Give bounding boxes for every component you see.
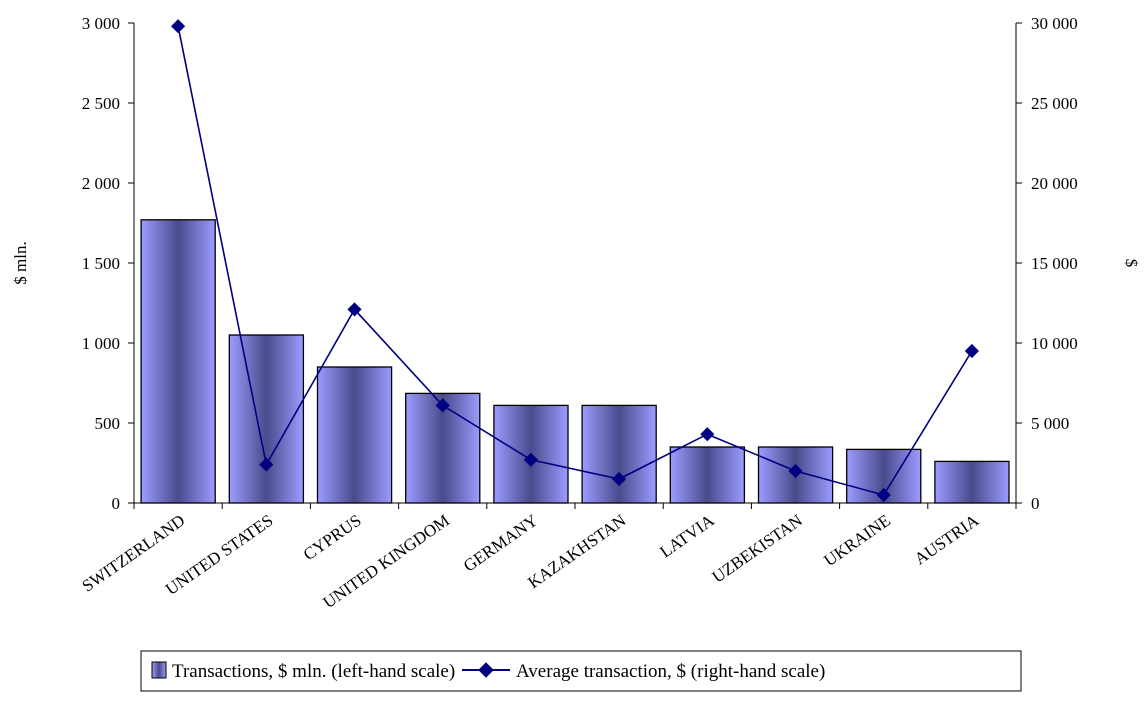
right-axis-title: $ bbox=[1122, 259, 1141, 268]
average-transaction-point-uzbekistan bbox=[788, 463, 803, 479]
legend-frame bbox=[140, 650, 1022, 692]
bar-kazakhstan bbox=[581, 404, 657, 504]
average-transaction-point-germany bbox=[523, 452, 538, 467]
axes-layer bbox=[128, 22, 1022, 509]
bar-united-states bbox=[228, 334, 305, 504]
left-tick-label: 3 000 bbox=[82, 14, 120, 33]
labels-layer: 0 500 1 000 1 500 2 000 2 500 3 000 0 5 000 10 00… bbox=[78, 14, 1077, 612]
category-label-latvia: LATVIA bbox=[656, 510, 718, 561]
right-tick-label: 5 000 bbox=[1031, 414, 1069, 433]
bars-layer bbox=[140, 219, 1010, 504]
average-transaction-line bbox=[177, 26, 973, 496]
average-transaction-point-kazakhstan bbox=[612, 471, 627, 487]
average-transaction-point-united-kingdom bbox=[435, 398, 450, 413]
category-label-kazakhstan: KAZAKHSTAN bbox=[524, 511, 629, 592]
legend-line-label: Average transaction, $ (right-hand scale… bbox=[516, 661, 825, 682]
category-label-cyprus: CYPRUS bbox=[300, 511, 365, 565]
average-transaction-point-united-states bbox=[259, 457, 274, 472]
left-axis-title: $ mln. bbox=[11, 241, 30, 284]
average-transaction-point-switzerland bbox=[171, 19, 186, 34]
average-transaction-point-austria bbox=[964, 343, 979, 359]
right-tick-label: 20 000 bbox=[1031, 174, 1078, 193]
left-tick-label: 2 500 bbox=[82, 94, 120, 113]
bar-latvia bbox=[669, 446, 746, 504]
right-tick-label: 0 bbox=[1031, 494, 1040, 513]
category-label-ukraine: UKRAINE bbox=[820, 511, 894, 570]
right-tick-label: 25 000 bbox=[1031, 94, 1078, 113]
average-transaction-point-ukraine bbox=[876, 487, 891, 503]
average-transaction-point-cyprus bbox=[347, 302, 362, 317]
average-transaction-point-latvia bbox=[700, 427, 715, 442]
left-tick-label: 1 500 bbox=[82, 254, 120, 273]
category-label-austria: AUSTRIA bbox=[911, 510, 983, 568]
legend-bar-swatch bbox=[151, 661, 167, 679]
left-tick-label: 1 000 bbox=[82, 334, 120, 353]
left-tick-label: 2 000 bbox=[82, 174, 120, 193]
bar-cyprus bbox=[316, 366, 393, 504]
category-label-germany: GERMANY bbox=[460, 511, 541, 576]
right-tick-label: 15 000 bbox=[1031, 254, 1078, 273]
bar-switzerland bbox=[140, 219, 216, 504]
right-tick-label: 30 000 bbox=[1031, 14, 1078, 33]
legend: Transactions, $ mln. (left-hand scale) A… bbox=[140, 650, 1022, 692]
legend-bar-label: Transactions, $ mln. (left-hand scale) bbox=[172, 661, 455, 682]
bar-austria bbox=[934, 460, 1010, 504]
right-tick-label: 10 000 bbox=[1031, 334, 1078, 353]
line-layer bbox=[171, 19, 979, 503]
left-tick-label: 0 bbox=[112, 494, 121, 513]
left-tick-label: 500 bbox=[95, 414, 121, 433]
category-label-uzbekistan: UZBEKISTAN bbox=[709, 511, 806, 587]
